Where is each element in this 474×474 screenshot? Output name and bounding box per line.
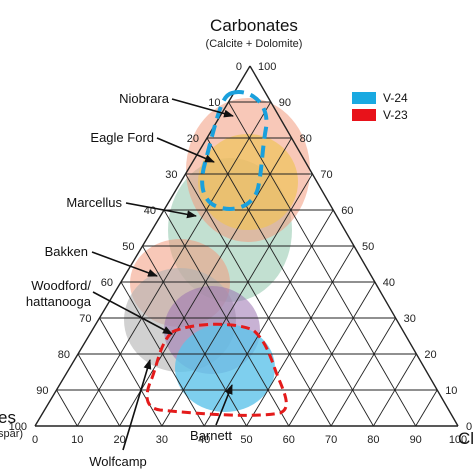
tick-label-bottom: 50 [240,434,252,446]
tick-label-left: 90 [36,385,48,397]
grid-line-left [99,317,163,427]
grid-line-right [246,245,355,427]
label-woodford-line1: Woodford/ [31,278,91,293]
frame-right [249,65,459,427]
tick-label-left: 100 [9,421,27,433]
grid-line-right [119,137,292,427]
arrow-marcellus [125,202,197,219]
arrow-niobrara [171,98,234,118]
tick-label-bottom: 10 [71,434,83,446]
tick-label-bottom: 80 [367,434,379,446]
label-woodford-line2: hattanooga [26,294,92,309]
grid-line-right [330,317,396,427]
grid-line-left [56,389,78,427]
tick-label-right: 40 [383,277,395,289]
annotation-arrows [91,98,234,451]
tick-label-right: 100 [258,61,276,73]
v24-outline [200,90,269,211]
tick-label-bottom: 100 [449,434,467,446]
tick-label-left: 20 [187,133,199,145]
grid-line-right [415,389,438,427]
grid-line-left [142,245,247,427]
chart-subtitle: (Calcite + Dolomite) [206,38,303,50]
arrow-eagle-ford [156,137,215,163]
tick-label-bottom: 60 [283,434,295,446]
grid-line-right [161,173,313,427]
label-marcellus: Marcellus [66,195,122,210]
legend: V-24 V-23 [352,91,408,122]
region-eagle-ford [198,134,298,230]
tick-label-left: 80 [58,349,70,361]
tick-label-right: 50 [362,241,374,253]
grid-line-right [76,101,272,427]
tick-label-left: 60 [101,277,113,289]
arrow-woodford [92,291,173,335]
tick-label-left: 30 [165,169,177,181]
arrow-barnett [215,384,233,426]
left-axis-label: es [0,408,16,427]
left-axis-sublabel: spar) [0,428,23,440]
tick-label-bottom: 40 [198,434,210,446]
tick-label-right: 10 [445,385,457,397]
right-axis-label: Cl [458,429,474,448]
legend-label-v24: V-24 [383,91,408,105]
legend-swatch-v23 [352,109,376,121]
legend-swatch-v24 [352,92,376,104]
tick-label-left: 10 [208,97,220,109]
tick-label-left: 50 [122,241,134,253]
label-niobrara: Niobrara [119,91,170,106]
label-eagle-ford: Eagle Ford [90,130,154,145]
label-bakken: Bakken [45,244,88,259]
shale-regions [124,98,310,412]
tick-label-right: 90 [279,97,291,109]
tick-label-right: 80 [300,133,312,145]
tick-label-bottom: 0 [32,434,38,446]
tick-label-right: 70 [320,169,332,181]
v23-outline [145,322,288,417]
tick-label-bottom: 90 [410,434,422,446]
legend-label-v23: V-23 [383,108,408,122]
chart-title: Carbonates [210,16,298,35]
tick-label-left: 70 [79,313,91,325]
tick-label-right: 30 [404,313,416,325]
tick-label-bottom: 30 [156,434,168,446]
grid-line-left [206,137,374,427]
tick-label-bottom: 20 [113,434,125,446]
tick-label-right: 0 [466,421,472,433]
grid-line-left [185,173,332,427]
tick-label-right: 60 [341,205,353,217]
tick-label-right: 20 [424,349,436,361]
grid-line-left [228,101,417,427]
label-barnett: Barnett [190,428,232,443]
arrow-wolfcamp [122,359,152,451]
tick-label-bottom: 70 [325,434,337,446]
label-wolfcamp: Wolfcamp [89,454,147,469]
tick-label-left: 0 [236,61,242,73]
arrow-bakken [91,251,158,277]
